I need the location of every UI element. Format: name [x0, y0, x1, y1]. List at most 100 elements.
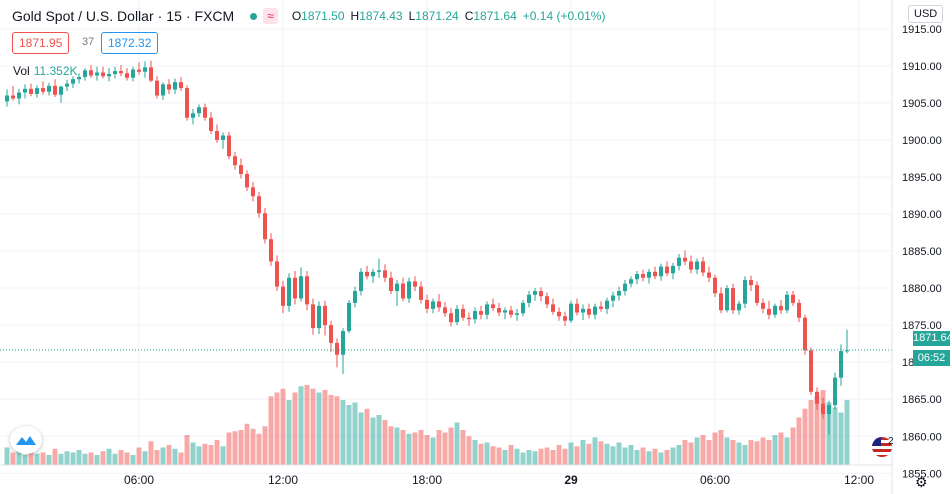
candle-body	[569, 303, 573, 321]
market-status-icon[interactable]	[250, 12, 258, 20]
volume-bar	[418, 430, 424, 465]
candle-body	[35, 88, 39, 95]
volume-bar	[406, 433, 412, 465]
interval-label[interactable]: 15	[166, 8, 182, 24]
candle-body	[629, 279, 633, 284]
volume-bar	[424, 435, 430, 465]
price-tick-label: 1910.00	[902, 61, 942, 73]
candle-body	[143, 67, 147, 72]
candle-body	[575, 303, 579, 313]
candle-body	[503, 310, 507, 313]
volume-bar	[118, 450, 124, 465]
volume-bar	[310, 388, 316, 465]
candle-body	[755, 285, 759, 303]
volume-bar	[370, 417, 376, 465]
candle-body	[665, 266, 669, 274]
candle-body	[359, 271, 363, 292]
candle-body	[743, 279, 747, 304]
candle-body	[245, 174, 249, 188]
volume-label: Vol	[13, 64, 30, 78]
candle-body	[269, 239, 273, 262]
volume-bar	[256, 433, 262, 465]
volume-bar	[304, 385, 310, 465]
tradingview-logo-icon[interactable]	[10, 426, 42, 454]
price-axis[interactable]: 1855.001860.001865.001870.001875.001880.…	[902, 24, 942, 480]
volume-bar	[190, 442, 196, 465]
volume-bar	[88, 452, 94, 465]
candle-body	[329, 325, 333, 343]
volume-bar	[748, 440, 754, 465]
candle-body	[479, 311, 483, 315]
volume-bar	[316, 392, 322, 465]
candle-body	[173, 82, 177, 90]
volume-bar	[478, 443, 484, 465]
volume-bar	[808, 400, 814, 465]
volume-bar	[82, 453, 88, 465]
volume-bar	[514, 448, 520, 465]
currency-button[interactable]: USD	[908, 5, 944, 23]
candle-body	[101, 72, 105, 77]
volume-bar	[658, 452, 664, 465]
separator: ·	[157, 8, 163, 24]
time-axis[interactable]: 06:00 12:00 18:00 29 06:00 12:00	[124, 473, 874, 487]
candle-body	[353, 291, 357, 303]
volume-bar	[814, 396, 820, 465]
volume-bar	[532, 451, 538, 465]
candle-body	[557, 311, 561, 317]
candle-body	[773, 305, 777, 315]
candle-body	[635, 274, 639, 280]
volume-bar	[274, 392, 280, 465]
buy-button[interactable]: 1872.32	[101, 32, 159, 54]
candle-body	[623, 283, 627, 292]
time-tick-label: 12:00	[268, 473, 298, 487]
candle-body	[473, 311, 477, 320]
volume-bar	[232, 431, 238, 465]
volume-bar	[586, 443, 592, 465]
gear-icon[interactable]: ⚙	[915, 474, 928, 490]
candle-body	[455, 308, 459, 323]
volume-bar	[64, 451, 70, 465]
candle-body	[251, 187, 255, 197]
candle-body	[449, 313, 453, 323]
candle-body	[659, 266, 663, 277]
candle-body	[533, 291, 537, 295]
candle-body	[179, 82, 183, 89]
time-tick-label: 29	[564, 473, 578, 487]
candle-body	[431, 301, 435, 309]
candle-body	[815, 391, 819, 404]
candle-body	[779, 305, 783, 311]
candle-body	[677, 257, 681, 266]
candle-body	[317, 305, 321, 329]
candle-body	[209, 117, 213, 132]
volume-bar	[700, 435, 706, 465]
candle-body	[719, 293, 723, 311]
volume-bar	[562, 448, 568, 465]
volume-bar	[550, 450, 556, 465]
volume-bar	[298, 386, 304, 465]
candle-body	[65, 83, 69, 87]
volume-bar	[22, 455, 28, 465]
candles	[5, 60, 849, 435]
candle-body	[803, 317, 807, 351]
volume-bar	[712, 432, 718, 465]
symbol-title[interactable]: Gold Spot / U.S. Dollar	[12, 8, 154, 24]
candle-body	[221, 135, 225, 140]
volume-bar	[784, 437, 790, 465]
volume-bar	[148, 441, 154, 465]
candle-body	[389, 277, 393, 292]
candle-body	[485, 304, 489, 315]
volume-bar	[76, 450, 82, 465]
candle-body	[53, 85, 57, 95]
candle-body	[641, 274, 645, 278]
candle-body	[617, 291, 621, 296]
wave-icon[interactable]: ≈	[263, 8, 278, 24]
candle-body	[509, 310, 513, 315]
legend-header: Gold Spot / U.S. Dollar · 15 · FXCM ≈ O1…	[12, 6, 605, 26]
us-flag-icon[interactable]	[872, 437, 892, 457]
volume-legend: Vol 11.352K	[13, 64, 78, 78]
candle-body	[233, 156, 237, 166]
sell-button[interactable]: 1871.95	[12, 32, 70, 54]
candle-body	[767, 308, 771, 315]
candle-body	[581, 308, 585, 313]
